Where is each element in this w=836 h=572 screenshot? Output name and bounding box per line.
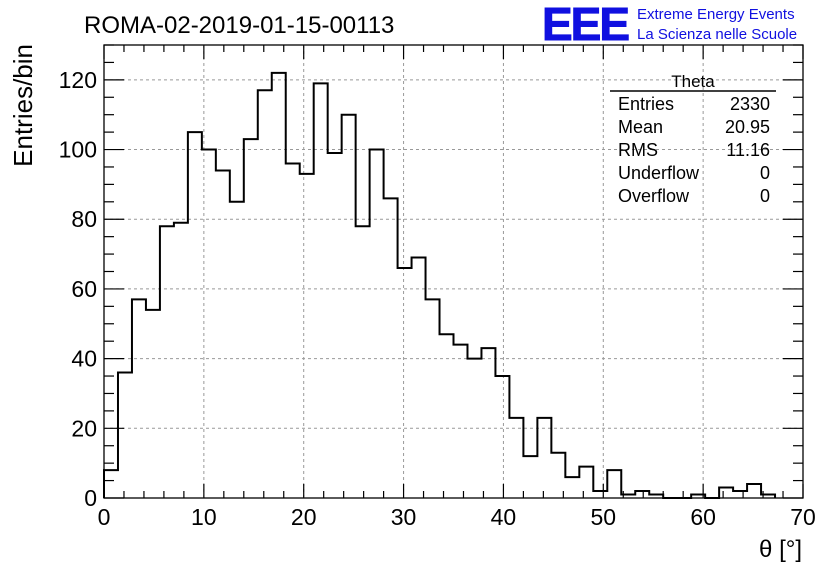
y-tick-label: 80	[71, 206, 97, 232]
tick-labels: 0 10 20 30 40 50 60 70 0 20 40 60 80 100 120	[59, 67, 816, 530]
x-tick-label: 40	[491, 504, 517, 530]
chart-title: ROMA-02-2019-01-15-00113	[84, 12, 394, 39]
stats-box: Theta Entries 2330 Mean 20.95 RMS 11.16 Underf…	[610, 72, 776, 206]
x-tick-label: 0	[98, 504, 111, 530]
x-tick-label: 30	[391, 504, 417, 530]
grid	[104, 45, 803, 498]
stats-value: 0	[760, 186, 770, 206]
y-axis-label: Entries/bin	[8, 44, 38, 167]
stats-label: RMS	[618, 140, 658, 160]
x-axis-label: θ [°]	[759, 536, 802, 563]
x-tick-label: 50	[590, 504, 616, 530]
x-tick-label: 20	[291, 504, 317, 530]
project-name: Extreme Energy Events	[637, 6, 795, 23]
stats-box-title: Theta	[671, 72, 715, 91]
x-tick-label: 60	[690, 504, 716, 530]
stats-label: Mean	[618, 117, 663, 137]
y-tick-label: 20	[71, 415, 97, 441]
x-tick-label: 10	[191, 504, 217, 530]
y-tick-label: 120	[59, 67, 97, 93]
x-tick-label: 70	[790, 504, 816, 530]
y-tick-label: 60	[71, 276, 97, 302]
y-tick-label: 100	[59, 137, 97, 163]
stats-value: 0	[760, 163, 770, 183]
y-tick-label: 40	[71, 346, 97, 372]
frame	[103, 44, 804, 499]
stats-label: Overflow	[618, 186, 690, 206]
project-subtitle: La Scienza nelle Scuole	[637, 26, 797, 43]
y-tick-label: 0	[84, 485, 97, 511]
stats-value: 20.95	[725, 117, 770, 137]
eee-logo-text: EEE	[542, 0, 628, 50]
histogram-line	[103, 71, 777, 499]
axis-ticks	[103, 44, 804, 499]
stats-label: Entries	[618, 94, 674, 114]
eee-logo: EEE Extreme Energy Events La Scienza nel…	[542, 0, 798, 51]
stats-value: 11.16	[726, 140, 770, 160]
stats-value: 2330	[730, 94, 770, 114]
stats-rows: Entries 2330 Mean 20.95 RMS 11.16 Underflow 0 Ov…	[618, 94, 770, 206]
stats-label: Underflow	[618, 163, 700, 183]
